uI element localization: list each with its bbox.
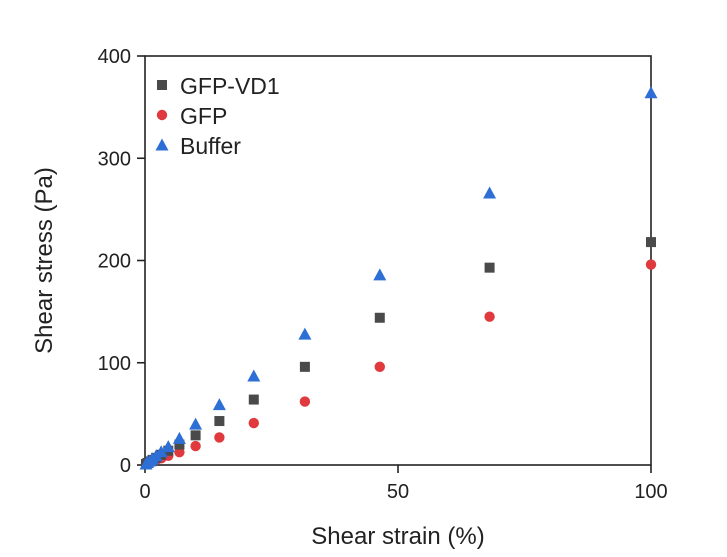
legend-marker <box>155 138 169 151</box>
data-point <box>247 369 261 382</box>
data-point <box>248 417 259 429</box>
data-point <box>190 440 201 452</box>
data-point <box>299 361 310 372</box>
data-point <box>299 396 311 407</box>
data-point <box>484 311 495 322</box>
y-tick-label: 400 <box>98 46 131 68</box>
legend-label: GFP <box>180 103 227 129</box>
series-buffer <box>139 86 658 470</box>
data-point <box>645 259 657 270</box>
data-point <box>298 327 312 340</box>
data-point <box>644 86 658 99</box>
data-point <box>248 394 259 405</box>
legend-label: Buffer <box>180 133 241 159</box>
y-axis-label: Shear stress (Pa) <box>31 167 58 354</box>
legend-marker <box>157 80 167 90</box>
data-point <box>214 432 225 443</box>
data-point <box>190 430 201 441</box>
y-tick-label: 100 <box>98 353 131 375</box>
x-tick-label: 100 <box>634 481 667 503</box>
legend: GFP-VD1 GFP Buffer <box>155 73 280 159</box>
y-tick-label: 200 <box>98 251 131 273</box>
series-gfp <box>140 259 657 470</box>
data-point <box>161 440 175 453</box>
data-point <box>172 431 186 444</box>
data-point <box>174 439 185 450</box>
data-point <box>214 416 225 427</box>
data-point <box>374 312 385 323</box>
data-point <box>174 447 185 458</box>
data-point <box>374 361 385 373</box>
x-axis-label: Shear strain (%) <box>311 523 484 550</box>
data-point <box>212 398 226 411</box>
data-point <box>483 186 497 199</box>
data-point <box>646 237 656 248</box>
legend-label: GFP-VD1 <box>180 73 280 99</box>
ticks: 0 50 100 0 100 200 300 400 <box>98 46 668 503</box>
x-tick-label: 0 <box>139 481 150 503</box>
y-tick-label: 0 <box>120 455 131 477</box>
data-point <box>154 445 168 458</box>
legend-marker <box>156 109 168 121</box>
data-points <box>139 86 658 470</box>
data-point <box>484 262 495 273</box>
data-point <box>373 268 387 281</box>
y-tick-label: 300 <box>98 148 131 170</box>
x-tick-label: 50 <box>387 481 409 503</box>
data-point <box>189 417 203 430</box>
